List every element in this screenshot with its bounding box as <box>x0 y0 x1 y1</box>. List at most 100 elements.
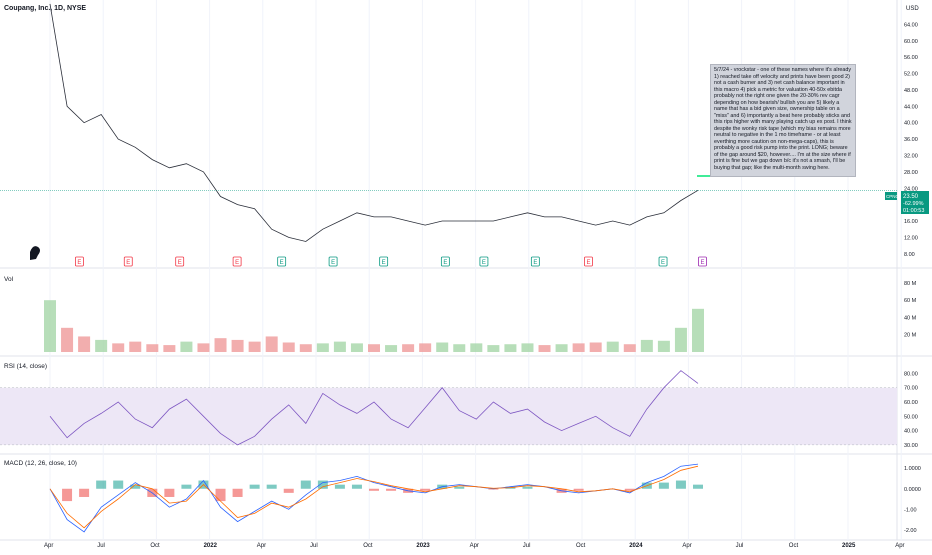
macd-histogram-bar <box>113 480 124 489</box>
volume-bar <box>538 345 551 352</box>
price-tick-label: 16.00 <box>904 219 918 225</box>
earnings-marker[interactable] <box>175 256 185 267</box>
volume-bar <box>299 344 312 352</box>
price-value: 23.50 <box>903 194 919 200</box>
earnings-marker[interactable] <box>379 256 389 267</box>
macd-histogram-bar <box>130 484 141 489</box>
price-tick-label: 44.00 <box>904 104 918 110</box>
macd-tick-label: 1.0000 <box>904 466 921 472</box>
macd-histogram-bar <box>96 480 107 489</box>
volume-bar <box>657 340 670 352</box>
earnings-marker[interactable] <box>440 256 450 267</box>
volume-bar <box>521 343 534 352</box>
macd-tick-label: -2.00 <box>904 528 917 534</box>
earnings-marker-label: E <box>280 260 284 266</box>
macd-histogram-bar <box>369 488 379 491</box>
volume-tick-label: 80 M <box>904 281 917 287</box>
volume-bar <box>504 344 517 352</box>
price-tick-label: 52.00 <box>904 72 918 78</box>
earnings-marker[interactable] <box>328 256 338 267</box>
volume-bar <box>368 344 380 352</box>
earnings-marker[interactable] <box>277 256 287 267</box>
volume-bar <box>640 339 653 352</box>
x-tick-label: Jul <box>310 543 318 549</box>
macd-histogram-bar <box>283 488 294 493</box>
x-tick-label: Oct <box>576 543 586 549</box>
earnings-marker-label: E <box>700 260 704 266</box>
earnings-marker-label: E <box>77 260 81 266</box>
earnings-marker-label: E <box>661 260 665 266</box>
x-tick-label: Apr <box>470 543 479 549</box>
volume-pane-title: Vol <box>4 276 14 283</box>
earnings-marker[interactable] <box>123 256 133 267</box>
macd-histogram-bar <box>624 488 635 491</box>
earnings-marker[interactable] <box>584 256 593 267</box>
macd-histogram-bar <box>693 484 703 489</box>
price-tick-label: 28.00 <box>904 170 918 176</box>
earnings-marker[interactable] <box>75 256 84 267</box>
volume-bar <box>674 327 687 352</box>
symbol-label: CPNG <box>886 194 900 199</box>
volume-bar <box>385 345 398 352</box>
volume-bar <box>180 341 193 352</box>
macd-tick-label: -1.00 <box>904 507 917 513</box>
earnings-marker[interactable] <box>530 256 540 267</box>
macd-pane <box>49 463 703 533</box>
idea-note: 5/7/24 - vrockstar - one of these names … <box>710 64 856 177</box>
macd-histogram-bar <box>454 486 465 489</box>
volume-bar <box>112 343 125 352</box>
volume-bar <box>129 341 142 352</box>
volume-tick-label: 40 M <box>904 315 917 321</box>
x-tick-label: 2024 <box>629 543 643 549</box>
earnings-marker[interactable] <box>479 256 489 267</box>
macd-histogram-bar <box>386 488 397 491</box>
x-tick-label: Apr <box>682 543 691 549</box>
macd-histogram-bar <box>215 488 226 502</box>
macd-histogram-bar <box>522 486 533 489</box>
volume-bar <box>333 341 346 352</box>
volume-bar <box>163 345 176 352</box>
macd-histogram-bar <box>351 484 362 489</box>
earnings-marker[interactable] <box>698 256 707 267</box>
x-tick-label: 2022 <box>204 543 218 549</box>
earnings-marker[interactable] <box>658 256 668 267</box>
price-badge: CPNG 23.50 -62.99% 01:00:53 <box>885 191 929 214</box>
macd-histogram-bar <box>79 488 90 497</box>
macd-histogram-bar <box>573 488 584 491</box>
macd-histogram-bar <box>658 482 669 489</box>
macd-histogram-bar <box>675 480 686 489</box>
earnings-marker-label: E <box>443 260 447 266</box>
price-tick-label: 8.00 <box>904 252 915 258</box>
symbol-badge <box>885 192 897 200</box>
macd-histogram-bar <box>266 484 277 489</box>
volume-bar <box>282 342 295 352</box>
x-tick-label: Jul <box>97 543 105 549</box>
price-tick-label: 40.00 <box>904 121 918 127</box>
rsi-pane <box>0 370 897 446</box>
macd-histogram-bar <box>249 484 260 489</box>
rsi-tick-label: 50.00 <box>904 414 918 420</box>
volume-bar <box>95 339 108 352</box>
rsi-band <box>0 387 897 445</box>
price-tick-label: 64.00 <box>904 22 918 28</box>
x-tick-label: Jul <box>736 543 744 549</box>
earnings-marker[interactable] <box>232 256 242 267</box>
price-tick-label: 36.00 <box>904 137 918 143</box>
rsi-pane-title: RSI (14, close) <box>4 363 47 370</box>
volume-bar <box>248 341 261 352</box>
chart-title: Coupang, Inc., 1D, NYSE <box>4 5 86 12</box>
volume-bar <box>146 344 159 352</box>
volume-bar <box>197 343 210 352</box>
volume-bar <box>419 343 432 352</box>
x-tick-label: Apr <box>895 543 904 549</box>
volume-bar <box>555 344 568 352</box>
axes: Apr Jul Oct 2022 Apr Jul Oct 2023 Apr Jul Oct 2024 A… <box>44 22 921 549</box>
volume-bar <box>214 338 227 352</box>
earnings-marker-label: E <box>235 260 239 266</box>
rsi-tick-label: 80.00 <box>904 371 918 377</box>
price-change: -62.99% <box>903 201 924 207</box>
earnings-marker-label: E <box>331 260 335 266</box>
earnings-marker-label: E <box>586 260 590 266</box>
